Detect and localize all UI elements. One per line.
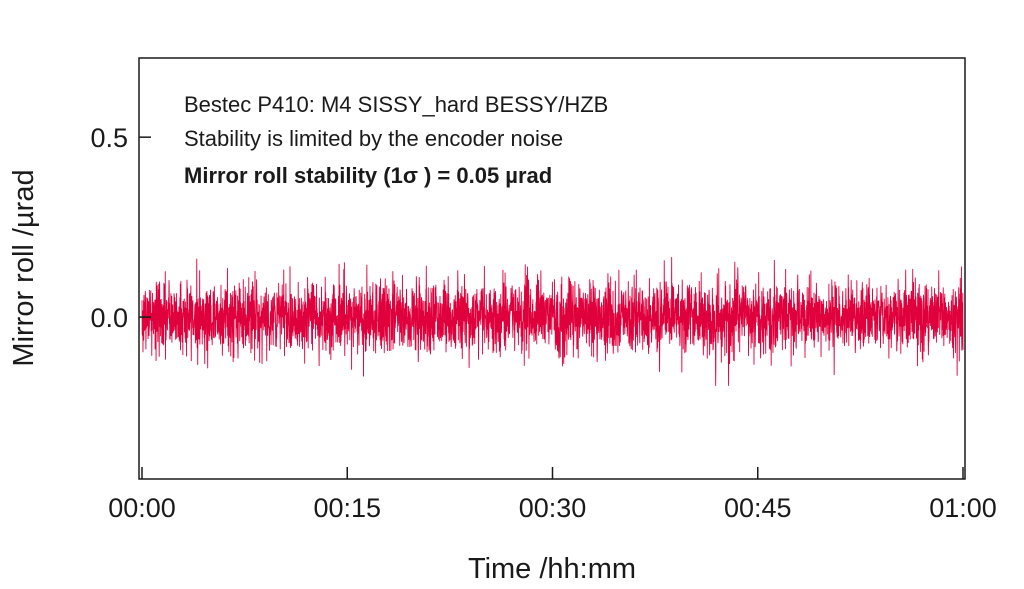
x-tick-label: 00:00 bbox=[108, 493, 176, 523]
y-axis-title: Mirror roll /µrad bbox=[8, 169, 40, 366]
plot-frame bbox=[138, 57, 966, 480]
series-line bbox=[141, 256, 964, 386]
annotation-line-1: Bestec P410: M4 SISSY_hard BESSY/HZB bbox=[184, 92, 608, 117]
x-axis-title: Time /hh:mm bbox=[468, 553, 636, 585]
x-tick-label: 00:45 bbox=[724, 493, 792, 523]
x-tick-label: 00:15 bbox=[313, 493, 381, 523]
x-axis: 00:00 00:15 00:30 00:45 01:00 bbox=[108, 467, 997, 523]
series-trace bbox=[141, 256, 964, 386]
y-axis: 0.0 0.5 bbox=[90, 123, 151, 333]
annotation-line-2: Stability is limited by the encoder nois… bbox=[184, 126, 563, 151]
x-tick-label: 00:30 bbox=[519, 493, 587, 523]
y-tick-label: 0.0 bbox=[90, 303, 128, 333]
annotation-line-3: Mirror roll stability (1σ ) = 0.05 µrad bbox=[184, 163, 552, 188]
x-tick-label: 01:00 bbox=[929, 493, 997, 523]
y-tick-label: 0.5 bbox=[90, 123, 128, 153]
